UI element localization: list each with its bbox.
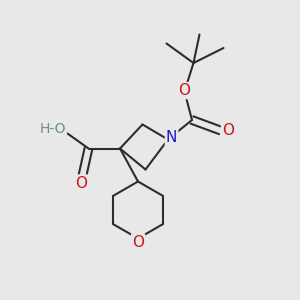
Text: H-O: H-O [39, 122, 66, 136]
Text: O: O [222, 123, 234, 138]
Text: N: N [166, 130, 177, 146]
Text: O: O [132, 235, 144, 250]
Text: O: O [75, 176, 87, 190]
Text: O: O [178, 83, 190, 98]
